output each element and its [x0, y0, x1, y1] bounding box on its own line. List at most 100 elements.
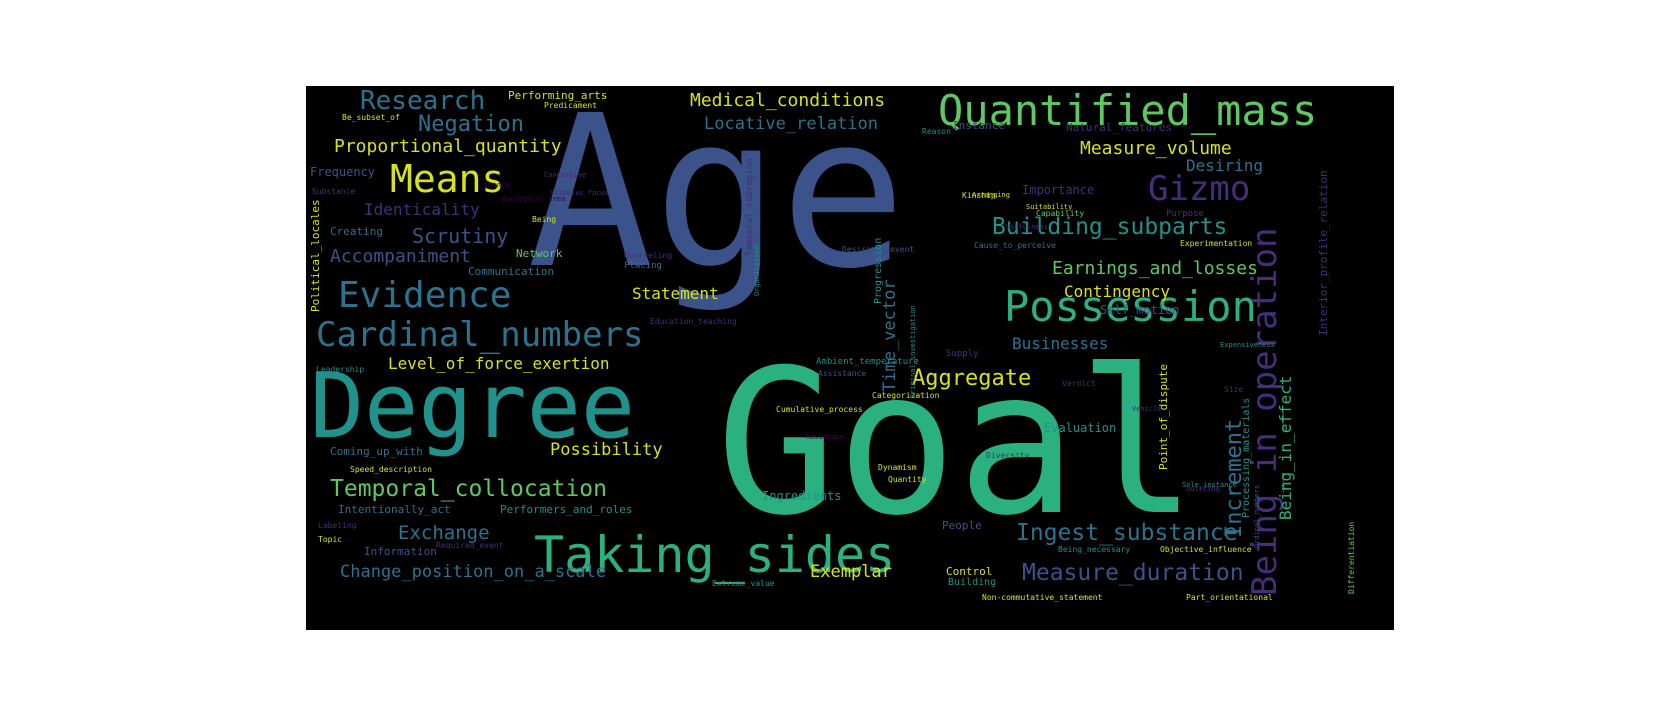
word-measure-duration: Measure_duration — [1022, 560, 1244, 586]
word-capability: Capability — [1036, 209, 1085, 218]
word-processing-materials: Processing_materials — [1241, 397, 1252, 518]
word-control: Control — [946, 565, 993, 578]
word-people: People — [942, 519, 982, 532]
word-exchange: Exchange — [398, 522, 490, 544]
word-education-teaching: Education_teaching — [650, 317, 737, 326]
word-cloud-canvas: Age Goal Degree Quantified_mass Taking_s… — [306, 86, 1394, 630]
word-criminal-investigation: Criminal_investigation — [909, 305, 917, 398]
word-businesses: Businesses — [1012, 334, 1109, 353]
word-assistance: Assistance — [818, 369, 867, 378]
word-quantity: Quantity — [888, 475, 927, 484]
word-self-motion: Self_motion — [1100, 303, 1180, 317]
word-ingest-substance: Ingest_substance — [1016, 520, 1238, 546]
word-importance: Importance — [1022, 183, 1095, 197]
word-quantified-mass: Quantified_mass — [938, 86, 1318, 135]
word-kinship: Kinship — [962, 191, 996, 200]
word-suitability: Suitability — [1026, 203, 1073, 211]
word-level-of-force-exertion: Level_of_force_exertion — [388, 354, 610, 373]
word-creating: Creating — [330, 225, 383, 238]
word-information: Information — [364, 545, 437, 558]
word-political-locales: Political_locales — [309, 199, 322, 312]
word-negation: Negation — [418, 112, 524, 137]
word-taking-sides: Taking_sides — [534, 526, 896, 584]
word-placing: Placing — [624, 261, 662, 271]
word-ordinal-numbers: Ordinal_numbers — [1253, 484, 1261, 548]
word-chance: Chance — [484, 181, 510, 189]
word-desiring: Desiring — [1186, 156, 1264, 175]
word-temporal-subregion: Temporal_subregion — [745, 158, 755, 256]
word-possession: Possession — [1004, 282, 1257, 331]
word-non-commutative-statement: Non-commutative_statement — [982, 593, 1103, 602]
word-extreme-value: Extreme_value — [712, 579, 775, 588]
word-cardinal-numbers: Cardinal_numbers — [316, 315, 644, 355]
word-quitting: Quitting — [1186, 485, 1220, 493]
word-medical-conditions: Medical_conditions — [690, 90, 886, 111]
word-objective-influence: Objective_influence — [1160, 545, 1252, 554]
word-reason: Reason — [922, 127, 951, 136]
word-differentiation: Differentiation — [1347, 521, 1356, 594]
word-instance: Instance — [952, 119, 1005, 132]
word-temporal-collocation: Temporal_collocation — [330, 476, 607, 502]
word-measure-volume: Measure_volume — [1080, 138, 1232, 159]
word-quarreling: Quarreling — [624, 251, 673, 260]
word-being-necessary: Being_necessary — [1058, 545, 1131, 554]
word-topic: Topic — [318, 535, 343, 544]
word-predicament: Predicament — [544, 101, 597, 110]
word-expensiveness: Expensiveness — [1220, 341, 1275, 349]
word-dynamism: Dynamism — [878, 463, 917, 472]
word-building: Building — [948, 577, 997, 588]
word-interior-profile-relation: Interior_profile_relation — [1317, 170, 1330, 336]
word-be-subset-of: Be_subset_of — [342, 113, 400, 122]
word-means: Means — [390, 157, 505, 201]
word-degree: Degree — [310, 354, 636, 459]
word-stimulus-focus: Stimulus_focus — [550, 189, 610, 197]
word-time-vector: Time_vector — [880, 279, 900, 392]
word-aggregate: Aggregate — [912, 366, 1032, 391]
word-change-position-on-a-scale: Change_position_on_a_scale — [340, 562, 607, 582]
word-purpose: Purpose — [1166, 209, 1204, 219]
word-performing-arts: Performing_arts — [508, 89, 608, 102]
word-possibility: Possibility — [550, 440, 663, 460]
word-building-subparts: Building_subparts — [992, 214, 1228, 240]
word-statement: Statement — [632, 284, 719, 303]
word-size: Size — [1224, 385, 1244, 394]
word-locative-relation: Locative_relation — [704, 114, 878, 134]
word-concessive: Concessive — [544, 171, 587, 179]
word-vehicle: Vehicle — [1132, 405, 1162, 413]
word-cause-to-perceive: Cause_to_perceive — [974, 241, 1056, 250]
word-network: Network — [516, 247, 563, 260]
word-verdict: Verdict — [1062, 379, 1096, 388]
word-exemplar: Exemplar — [810, 562, 892, 582]
word-point-of-dispute: Point_of_dispute — [1157, 364, 1170, 470]
word-being-in-effect: Being_in_effect — [1276, 375, 1295, 521]
word-required-event: Required_event — [436, 541, 504, 550]
word-scrutiny: Scrutiny — [412, 224, 509, 248]
word-organization: Organization — [753, 245, 761, 296]
word-identicality: Identicality — [364, 200, 480, 219]
word-earnings-and-losses: Earnings_and_losses — [1052, 258, 1258, 279]
word-frequency: Frequency — [310, 165, 376, 179]
word-proportional-quantity: Proportional_quantity — [334, 136, 562, 157]
word-biological-area: Biological_area — [502, 195, 566, 203]
word-age: Age — [527, 86, 907, 315]
word-categorization: Categorization — [872, 391, 940, 400]
word-communication: Communication — [468, 265, 555, 278]
word-speed-description: Speed_description — [350, 465, 432, 474]
word-substance: Substance — [312, 187, 356, 196]
word-experimentation: Experimentation — [1180, 239, 1253, 248]
word-accompaniment: Accompaniment — [330, 246, 471, 267]
word-leadership: Leadership — [316, 365, 365, 374]
word-supply: Supply — [946, 349, 979, 359]
word-part-orientational: Part_orientational — [1186, 593, 1273, 602]
word-residence: Residence — [806, 433, 844, 441]
word-natural-features: Natural_features — [1066, 121, 1172, 134]
word-goal: Goal — [716, 327, 1198, 560]
word-coming-up-with: Coming_up_with — [330, 445, 423, 458]
word-usefulness: Usefulness — [1006, 223, 1049, 231]
word-evaluation: Evaluation — [1044, 421, 1117, 435]
word-desirable-event: Desirable_event — [842, 245, 915, 254]
word-cumulative-process: Cumulative_process — [776, 405, 863, 414]
word-sole-instance: Sole_instance — [1182, 481, 1237, 489]
word-diversity: Diversity — [986, 451, 1030, 460]
word-ingredients: Ingredients — [762, 489, 842, 503]
